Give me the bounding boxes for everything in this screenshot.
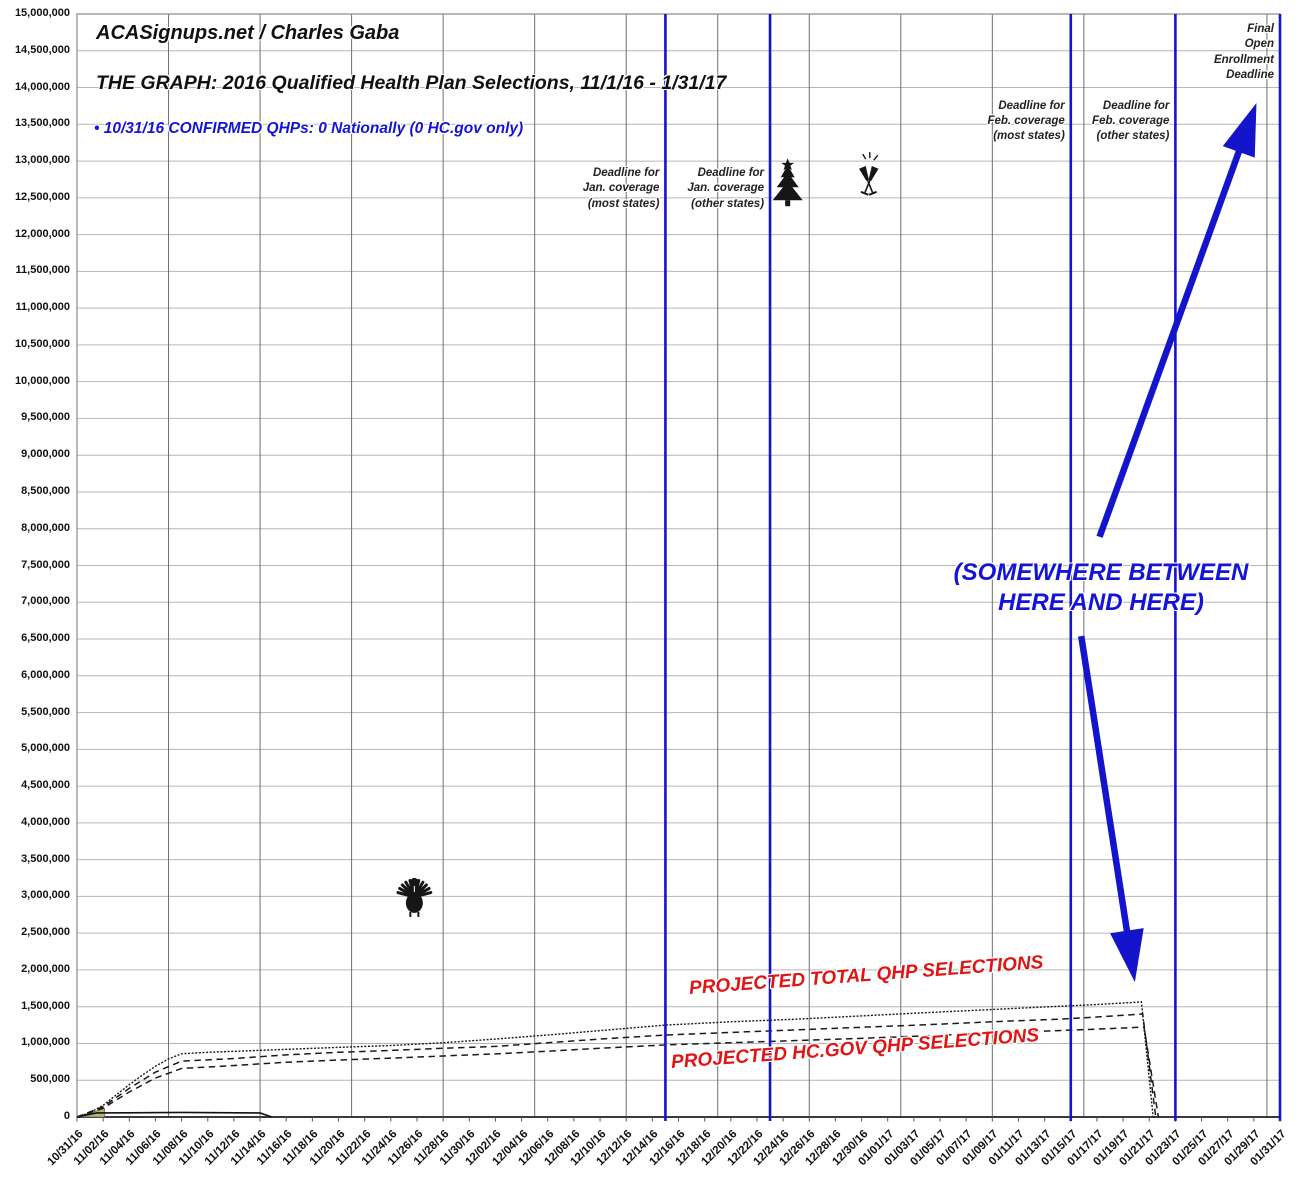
chart-title: THE GRAPH: 2016 Qualified Health Plan Se… [96, 72, 727, 94]
actual-line [76, 1111, 273, 1118]
brand-text: ACASignups.net / Charles Gaba [96, 22, 400, 44]
y-axis-label: 10,500,000 [14, 337, 70, 350]
deadline-label: Deadline for Jan. coverage (other states… [687, 167, 765, 210]
christmas-tree-icon [772, 158, 803, 207]
y-axis-label: 3,500,000 [21, 852, 70, 865]
y-axis-label: 0 [63, 1110, 70, 1122]
y-axis-label: 13,500,000 [14, 117, 70, 130]
series-line-0 [76, 1001, 1154, 1118]
series-line-1 [76, 1013, 1157, 1118]
y-axis-label: 4,000,000 [21, 815, 70, 828]
y-axis-label: 15,000,000 [14, 7, 70, 19]
y-axis-label: 7,000,000 [21, 595, 70, 608]
confirmed-qhps-subtitle: • 10/31/16 CONFIRMED QHPs: 0 Nationally … [94, 120, 524, 137]
deadline-label: Deadline for Feb. coverage (other states… [1092, 99, 1170, 143]
y-axis-label: 4,500,000 [21, 779, 70, 792]
deadline-label: Deadline for Feb. coverage (most states) [987, 99, 1065, 143]
turkey-icon [396, 877, 433, 917]
y-axis-label: 5,500,000 [21, 705, 70, 718]
y-axis-label: 500,000 [30, 1073, 70, 1086]
arrow-to-final-deadline [1096, 143, 1245, 538]
y-axis-label: 12,000,000 [14, 227, 70, 240]
somewhere-between-annotation: (SOMEWHERE BETWEEN HERE AND HERE) [953, 559, 1249, 616]
y-axis-label: 5,000,000 [21, 742, 70, 755]
arrow-to-curve-peak-head [1110, 928, 1144, 983]
y-axis-label: 8,000,000 [21, 521, 70, 534]
y-axis-label: 6,000,000 [21, 668, 70, 681]
y-axis-label: 1,500,000 [21, 999, 70, 1012]
series-line-2 [76, 1026, 1160, 1118]
y-axis-label: 11,000,000 [15, 301, 70, 314]
y-axis-label: 14,500,000 [14, 43, 70, 56]
y-axis-label: 8,500,000 [21, 484, 70, 497]
y-axis-label: 14,000,000 [14, 80, 70, 93]
y-axis-label: 10,000,000 [14, 374, 70, 387]
y-axis-label: 9,500,000 [21, 411, 70, 424]
arrow-to-final-deadline-head [1222, 102, 1257, 158]
y-axis-label: 3,000,000 [21, 889, 70, 902]
arrow-to-curve-peak [1078, 635, 1132, 940]
y-axis-label: 13,000,000 [14, 154, 70, 167]
y-axis-label: 6,500,000 [21, 632, 70, 645]
y-axis-label: 2,000,000 [21, 962, 70, 975]
y-axis-label: 1,000,000 [21, 1036, 70, 1049]
y-axis-label: 2,500,000 [21, 926, 70, 939]
deadline-label: Deadline for Jan. coverage (most states) [582, 167, 660, 210]
y-axis-label: 9,000,000 [21, 448, 70, 461]
champagne-glasses-icon [859, 152, 879, 196]
y-axis-label: 12,500,000 [14, 190, 70, 203]
deadline-label: Final Open Enrollment Deadline [1213, 23, 1274, 81]
y-axis-label: 11,500,000 [15, 264, 70, 277]
y-axis-label: 7,500,000 [21, 558, 70, 571]
